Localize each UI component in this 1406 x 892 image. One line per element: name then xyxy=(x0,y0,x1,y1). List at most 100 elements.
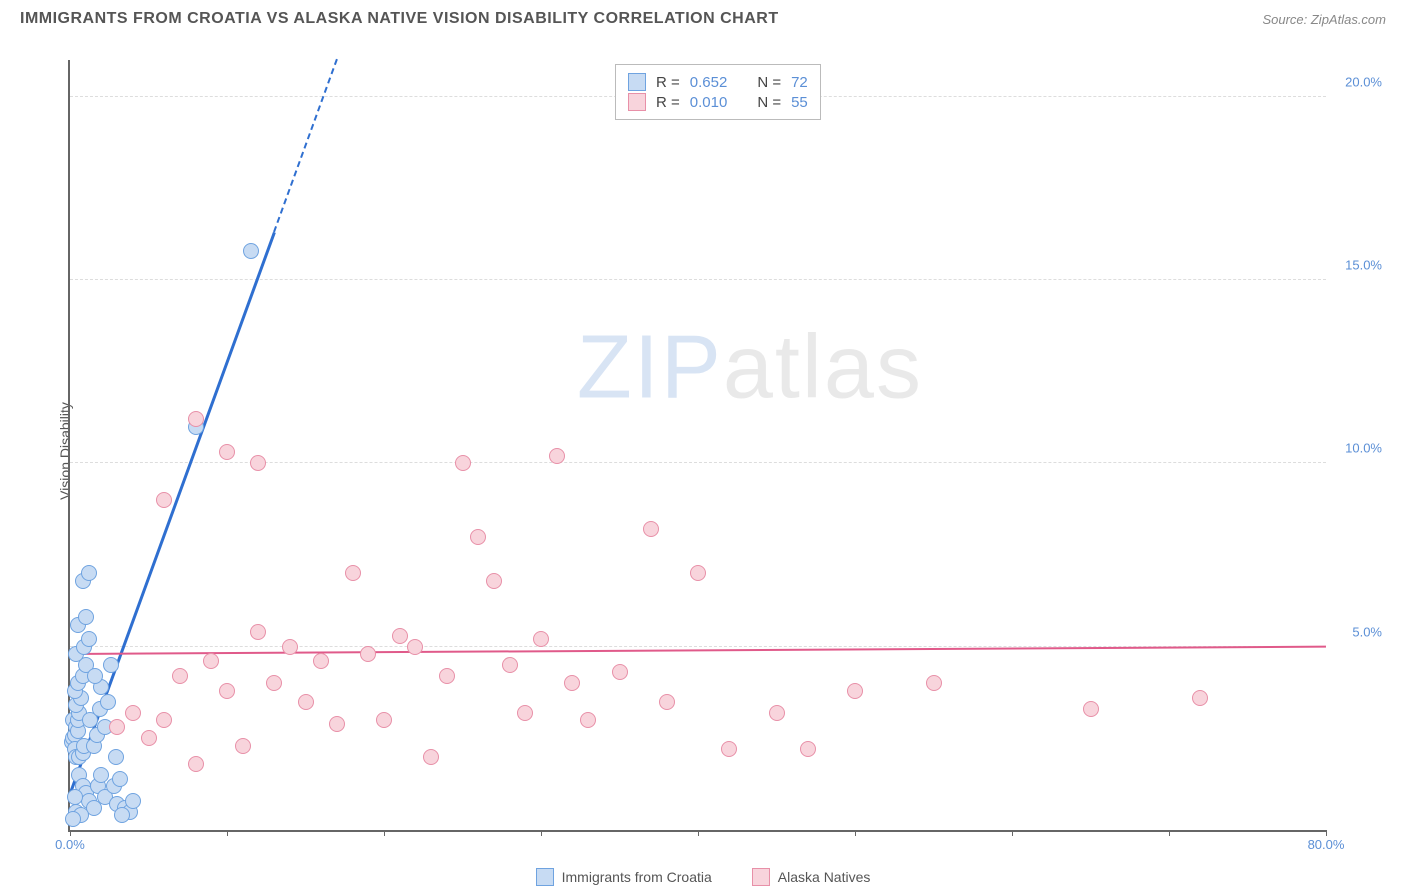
legend-swatch xyxy=(752,868,770,886)
scatter-point-alaska xyxy=(926,675,942,691)
legend-item: Immigrants from Croatia xyxy=(536,868,712,886)
scatter-point-alaska xyxy=(345,565,361,581)
scatter-point-alaska xyxy=(392,628,408,644)
scatter-point-alaska xyxy=(769,705,785,721)
x-tick-mark xyxy=(1012,830,1013,836)
scatter-point-croatia xyxy=(65,811,81,827)
legend-label: Immigrants from Croatia xyxy=(562,869,712,885)
plot-area: ZIPatlas 5.0%10.0%15.0%20.0%0.0%80.0%R =… xyxy=(68,60,1326,832)
stats-N-label: N = xyxy=(757,94,781,111)
stats-box: R = 0.652 N = 72 R = 0.010 N = 55 xyxy=(615,64,821,120)
header: IMMIGRANTS FROM CROATIA VS ALASKA NATIVE… xyxy=(0,0,1406,34)
scatter-point-alaska xyxy=(455,455,471,471)
x-tick-mark xyxy=(227,830,228,836)
stats-row-alaska: R = 0.010 N = 55 xyxy=(628,93,808,111)
source-label: Source: ZipAtlas.com xyxy=(1262,12,1386,27)
scatter-point-alaska xyxy=(407,639,423,655)
stats-R-value: 0.010 xyxy=(690,94,728,111)
scatter-point-croatia xyxy=(78,609,94,625)
y-tick-label: 10.0% xyxy=(1345,441,1382,456)
scatter-point-croatia xyxy=(112,771,128,787)
scatter-point-croatia xyxy=(87,668,103,684)
scatter-point-alaska xyxy=(800,741,816,757)
regression-line-alaska xyxy=(70,646,1326,655)
scatter-point-alaska xyxy=(188,756,204,772)
scatter-point-croatia xyxy=(103,657,119,673)
scatter-point-alaska xyxy=(533,631,549,647)
legend-bottom: Immigrants from Croatia Alaska Natives xyxy=(0,868,1406,886)
x-tick-mark xyxy=(1326,830,1327,836)
stats-R-value: 0.652 xyxy=(690,74,728,91)
scatter-point-alaska xyxy=(141,730,157,746)
scatter-point-alaska xyxy=(847,683,863,699)
legend-item: Alaska Natives xyxy=(752,868,871,886)
scatter-point-alaska xyxy=(564,675,580,691)
stats-N-value: 72 xyxy=(791,74,808,91)
scatter-point-alaska xyxy=(219,683,235,699)
scatter-point-alaska xyxy=(156,712,172,728)
scatter-point-alaska xyxy=(502,657,518,673)
scatter-point-alaska xyxy=(235,738,251,754)
stats-N-value: 55 xyxy=(791,94,808,111)
scatter-point-alaska xyxy=(125,705,141,721)
x-tick-mark xyxy=(698,830,699,836)
scatter-point-alaska xyxy=(612,664,628,680)
scatter-point-alaska xyxy=(517,705,533,721)
watermark: ZIPatlas xyxy=(577,317,923,420)
scatter-point-alaska xyxy=(549,448,565,464)
stats-R-label: R = xyxy=(656,94,680,111)
scatter-point-alaska xyxy=(250,624,266,640)
scatter-point-alaska xyxy=(219,444,235,460)
scatter-point-alaska xyxy=(266,675,282,691)
regression-line-croatia-dash xyxy=(273,59,338,232)
scatter-point-alaska xyxy=(580,712,596,728)
stats-N-label: N = xyxy=(757,74,781,91)
scatter-point-alaska xyxy=(203,653,219,669)
x-tick-mark xyxy=(384,830,385,836)
x-tick-mark xyxy=(1169,830,1170,836)
scatter-point-alaska xyxy=(282,639,298,655)
legend-label: Alaska Natives xyxy=(778,869,871,885)
scatter-point-alaska xyxy=(298,694,314,710)
scatter-point-croatia xyxy=(114,807,130,823)
scatter-point-croatia xyxy=(100,694,116,710)
scatter-point-alaska xyxy=(486,573,502,589)
scatter-point-alaska xyxy=(376,712,392,728)
scatter-point-alaska xyxy=(643,521,659,537)
scatter-point-alaska xyxy=(690,565,706,581)
x-tick-mark xyxy=(541,830,542,836)
x-tick-label: 0.0% xyxy=(55,837,85,852)
legend-swatch xyxy=(536,868,554,886)
scatter-point-alaska xyxy=(188,411,204,427)
scatter-point-alaska xyxy=(313,653,329,669)
scatter-point-alaska xyxy=(470,529,486,545)
stats-row-croatia: R = 0.652 N = 72 xyxy=(628,73,808,91)
scatter-point-croatia xyxy=(125,793,141,809)
scatter-point-alaska xyxy=(423,749,439,765)
scatter-point-alaska xyxy=(172,668,188,684)
swatch-croatia xyxy=(628,73,646,91)
y-tick-label: 5.0% xyxy=(1352,624,1382,639)
x-tick-mark xyxy=(855,830,856,836)
chart-container: Vision Disability ZIPatlas 5.0%10.0%15.0… xyxy=(20,50,1386,852)
scatter-point-alaska xyxy=(360,646,376,662)
scatter-point-croatia xyxy=(81,631,97,647)
scatter-point-alaska xyxy=(109,719,125,735)
scatter-point-croatia xyxy=(81,565,97,581)
scatter-point-alaska xyxy=(329,716,345,732)
x-tick-label: 80.0% xyxy=(1308,837,1345,852)
scatter-point-alaska xyxy=(659,694,675,710)
y-tick-label: 20.0% xyxy=(1345,74,1382,89)
scatter-point-croatia xyxy=(108,749,124,765)
scatter-point-alaska xyxy=(721,741,737,757)
chart-title: IMMIGRANTS FROM CROATIA VS ALASKA NATIVE… xyxy=(20,10,779,28)
y-tick-label: 15.0% xyxy=(1345,258,1382,273)
stats-R-label: R = xyxy=(656,74,680,91)
scatter-point-alaska xyxy=(1083,701,1099,717)
scatter-point-alaska xyxy=(250,455,266,471)
scatter-point-croatia xyxy=(67,789,83,805)
scatter-point-alaska xyxy=(156,492,172,508)
scatter-point-alaska xyxy=(439,668,455,684)
swatch-alaska xyxy=(628,93,646,111)
x-tick-mark xyxy=(70,830,71,836)
